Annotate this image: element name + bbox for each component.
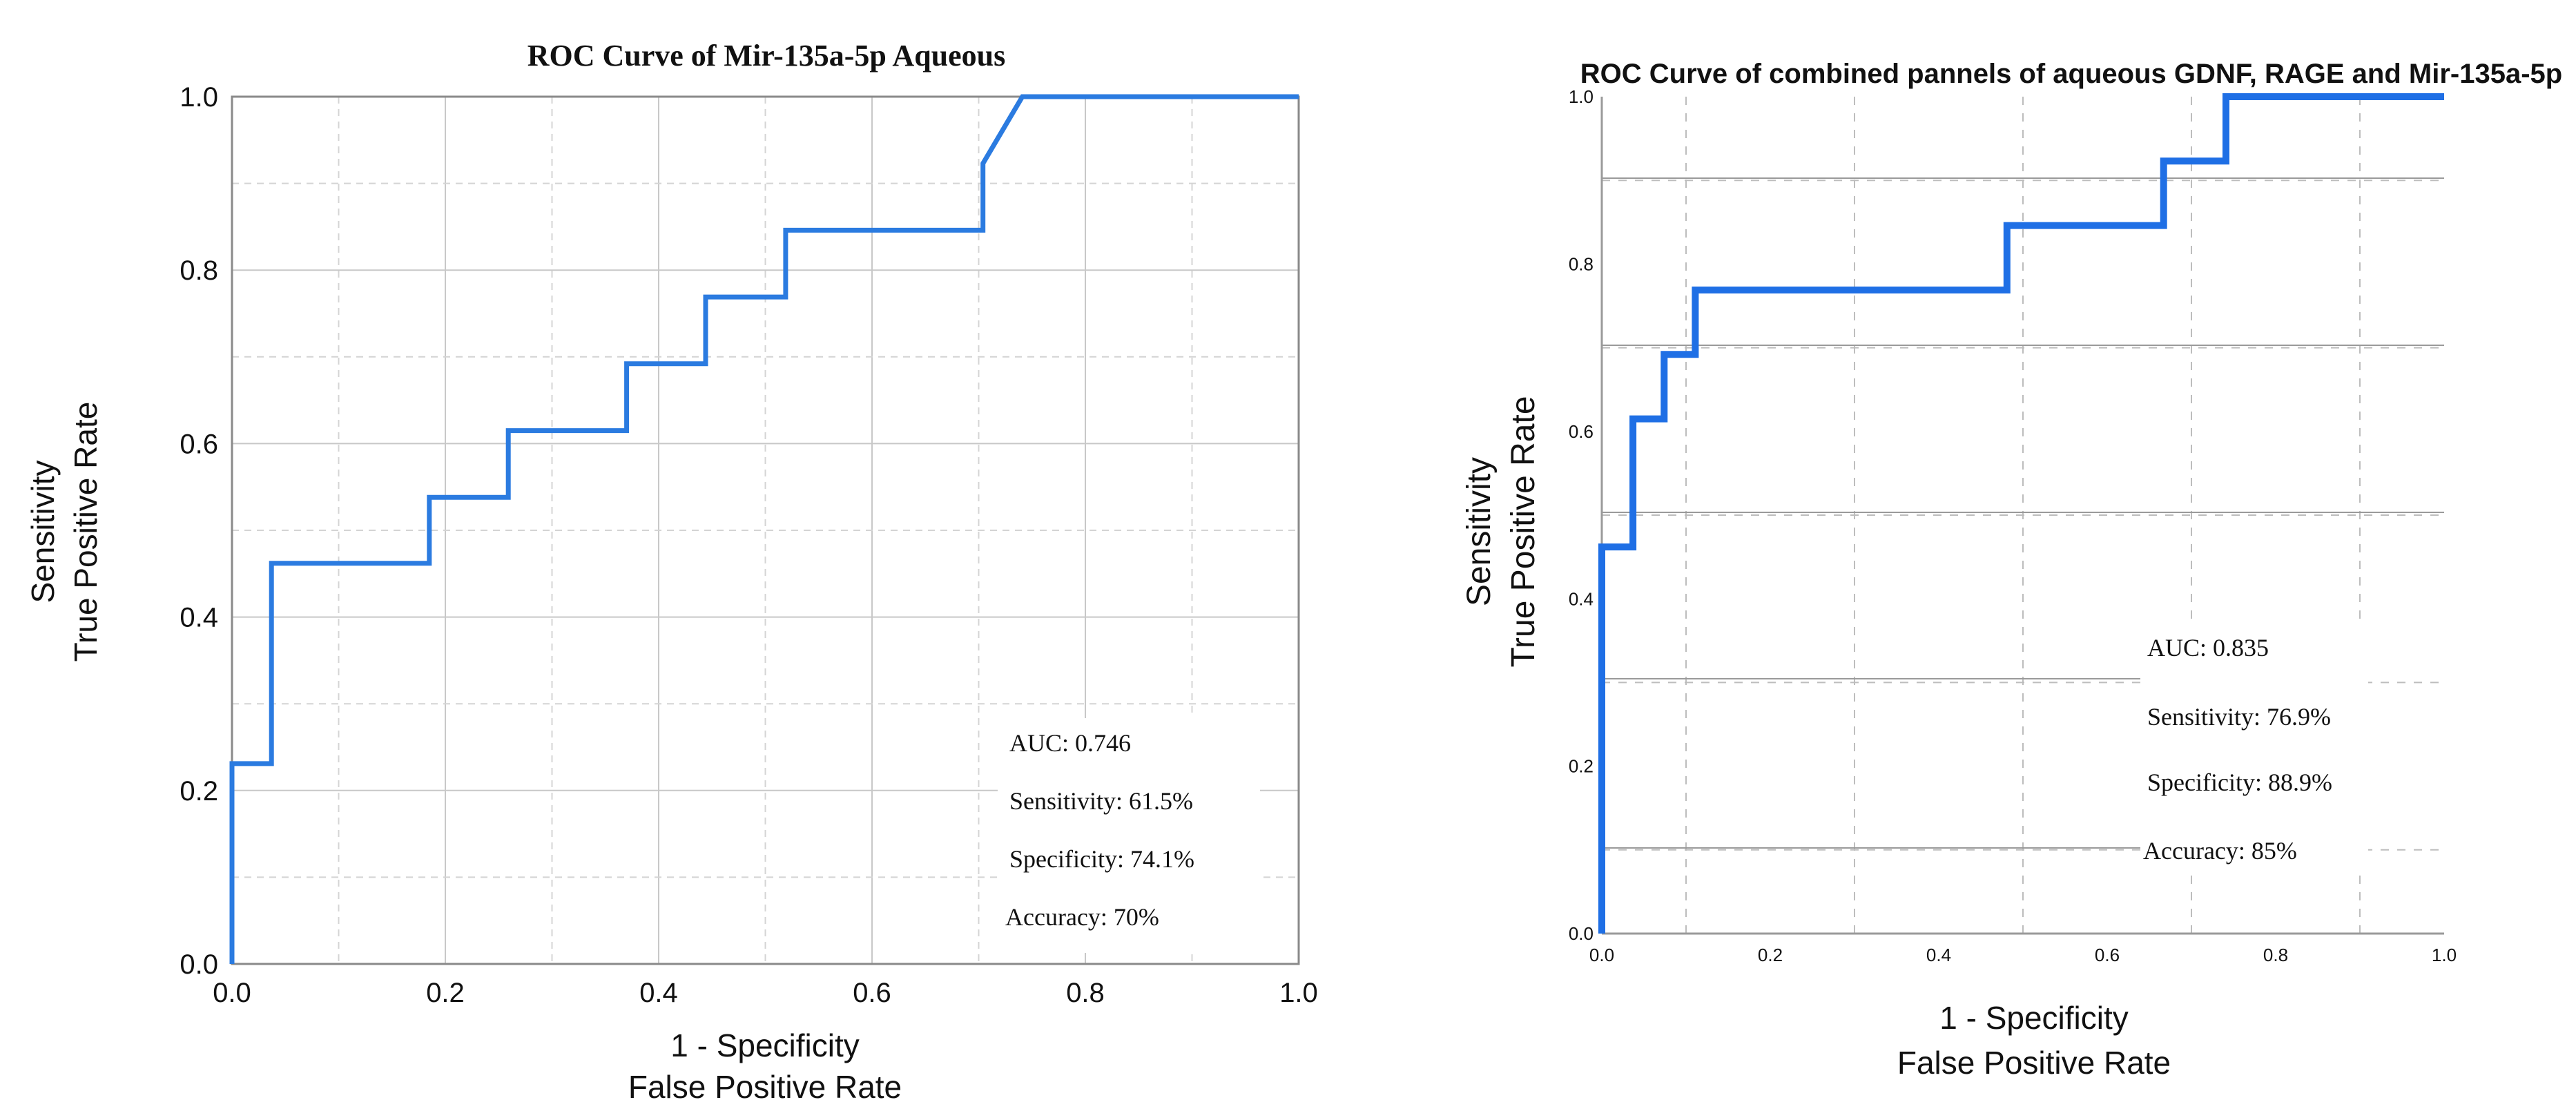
x-tick-label: 1.0: [2432, 945, 2457, 965]
y-tick-label: 0.4: [1569, 588, 1594, 609]
y-tick-label: 0.0: [1569, 923, 1594, 944]
chart-2-sensitivity-label: Sensitivity: 76.9%: [2147, 703, 2331, 731]
chart-1-specificity-label: Specificity: 74.1%: [1009, 845, 1194, 873]
x-tick-label: 0.4: [639, 978, 678, 1008]
chart-1-title: ROC Curve of Mir-135a-5p Aqueous: [527, 39, 1006, 73]
chart-2-ylabel-line2: True Positive Rate: [1505, 396, 1542, 667]
y-tick-label: 0.8: [1569, 254, 1594, 275]
y-tick-label: 1.0: [1569, 86, 1594, 107]
chart-1-ylabel-line1: Sensitivity: [25, 460, 61, 603]
y-tick-label: 0.6: [1569, 421, 1594, 442]
chart-1-ylabel-line2: True Positive Rate: [68, 402, 104, 662]
chart-1-auc-label: AUC: 0.746: [1009, 729, 1131, 757]
chart-1-ticks: 0.0 0.2 0.4 0.6 0.8 1.0 0.0 0.2 0.4 0.6 0.8 1.0: [180, 82, 1317, 1008]
y-tick-label: 0.6: [180, 429, 218, 459]
chart-2-auc-label: AUC: 0.835: [2147, 634, 2269, 662]
chart-2: 0.0 0.2 0.4 0.6 0.8 1.0 0.0 0.2 0.4 0.6 0.8 1.0 ROC…: [1461, 59, 2562, 1081]
chart-2-xlabel-line1: 1 - Specificity: [1939, 1000, 2129, 1036]
chart-2-accuracy-label: Accuracy: 85%: [2143, 837, 2297, 865]
y-tick-label: 0.0: [180, 949, 218, 980]
x-tick-label: 0.4: [1926, 945, 1951, 965]
chart-1-xlabel-line1: 1 - Specificity: [670, 1027, 860, 1063]
chart-1-stats-box: [998, 718, 1260, 953]
chart-2-stats-box: [2140, 625, 2368, 870]
chart-2-specificity-label: Specificity: 88.9%: [2147, 769, 2332, 796]
chart-1-accuracy-label: Accuracy: 70%: [1005, 903, 1159, 931]
chart-1-sensitivity-label: Sensitivity: 61.5%: [1009, 787, 1193, 815]
x-tick-label: 0.2: [1758, 945, 1783, 965]
y-tick-label: 0.2: [180, 776, 218, 807]
y-tick-label: 0.2: [1569, 756, 1594, 777]
x-tick-label: 0.8: [2263, 945, 2288, 965]
x-tick-label: 0.0: [1589, 945, 1614, 965]
chart-2-title: ROC Curve of combined pannels of aqueous…: [1580, 59, 2562, 89]
chart-2-ylabel-line1: Sensitivity: [1461, 457, 1498, 606]
x-tick-label: 0.6: [853, 978, 891, 1008]
chart-2-xlabel-line2: False Positive Rate: [1897, 1045, 2171, 1081]
x-tick-label: 0.2: [426, 978, 465, 1008]
chart-1-plot-frame: [231, 95, 1300, 965]
x-tick-label: 1.0: [1279, 978, 1318, 1008]
chart-1-roc-curve: [229, 94, 1299, 964]
chart-1-xlabel-line2: False Positive Rate: [628, 1069, 902, 1105]
y-tick-label: 1.0: [180, 82, 218, 113]
chart-1: 0.0 0.2 0.4 0.6 0.8 1.0 0.0 0.2 0.4 0.6 0.8 1.0 ROC…: [25, 39, 1318, 1105]
chart-2-ticks: 0.0 0.2 0.4 0.6 0.8 1.0 0.0 0.2 0.4 0.6 0.8 1.0: [1569, 86, 2457, 965]
y-tick-label: 0.4: [180, 603, 218, 633]
chart-2-roc-curve: [1598, 93, 2444, 934]
x-tick-label: 0.0: [213, 978, 251, 1008]
y-tick-label: 0.8: [180, 255, 218, 286]
x-tick-label: 0.8: [1066, 978, 1105, 1008]
x-tick-label: 0.6: [2095, 945, 2120, 965]
